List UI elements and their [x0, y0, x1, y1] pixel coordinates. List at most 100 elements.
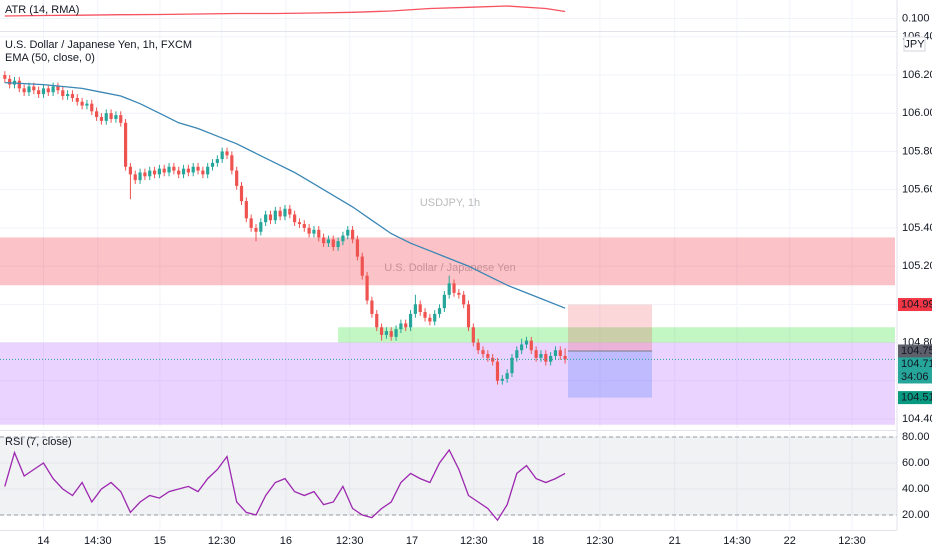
- countdown-bg: [898, 370, 932, 384]
- candle-body: [133, 174, 137, 181]
- candle-body: [56, 86, 60, 91]
- x-tick-label: 17: [406, 535, 418, 547]
- candle-body: [365, 275, 369, 301]
- candle-body: [466, 304, 471, 328]
- candle-body: [553, 350, 558, 356]
- candle-body: [191, 166, 195, 173]
- x-tick-label: 12:30: [336, 535, 364, 547]
- candle-body: [259, 222, 263, 232]
- candle-body: [268, 214, 273, 221]
- candle-body: [264, 214, 268, 223]
- candle-body: [17, 80, 21, 89]
- x-tick-label: 21: [669, 535, 681, 547]
- currency-box: [903, 36, 926, 52]
- y-tick-label: 0.100: [902, 12, 930, 24]
- pane-title: ATR (14, RMA): [5, 4, 79, 16]
- candle-body: [75, 97, 79, 102]
- candle-body: [201, 170, 205, 175]
- candle-body: [322, 237, 326, 244]
- candle-body: [109, 113, 113, 119]
- price-label-bg: [898, 298, 932, 312]
- candle-body: [104, 113, 108, 121]
- candle-body: [524, 340, 529, 345]
- y-tick-label: 105.400: [902, 222, 932, 234]
- watermark-subtitle: U.S. Dollar / Japanese Yen: [384, 262, 515, 274]
- y-tick-label: 80.00: [902, 431, 930, 443]
- candle-body: [558, 350, 562, 356]
- candle-body: [331, 239, 335, 248]
- y-tick-label: 20.00: [902, 509, 930, 521]
- candle-body: [61, 90, 65, 97]
- indicator-line: [4, 5, 566, 17]
- position-stop: [568, 304, 653, 351]
- candle-body: [215, 159, 219, 163]
- countdown: 34:06: [901, 371, 929, 383]
- candle-body: [476, 342, 480, 351]
- price-label-bg: [898, 391, 932, 405]
- candle-body: [162, 168, 166, 173]
- x-tick-label: 12:30: [460, 535, 488, 547]
- price-label-bg: [898, 344, 932, 358]
- candle-body: [563, 355, 567, 360]
- candle-body: [317, 229, 321, 238]
- candle-body: [148, 170, 152, 177]
- candle-body: [510, 357, 514, 374]
- candle-body: [206, 166, 210, 175]
- price-label: 104.999: [901, 298, 932, 310]
- indicator-line: [4, 448, 566, 522]
- candle-body: [80, 101, 84, 106]
- watermark: USDJPY, 1h: [420, 197, 480, 209]
- candle-body: [394, 329, 398, 337]
- candle-body: [138, 172, 142, 181]
- x-tick-label: 15: [154, 535, 166, 547]
- indicator-line: [4, 81, 566, 309]
- candle-body: [307, 227, 311, 234]
- candle-body: [152, 170, 157, 175]
- candle-body: [534, 350, 538, 358]
- candle-body: [278, 210, 282, 217]
- zone: [0, 237, 895, 286]
- x-tick-label: 12:30: [838, 535, 866, 547]
- candle-body: [350, 229, 355, 240]
- candle-body: [413, 304, 417, 314]
- candle-body: [22, 88, 26, 93]
- x-tick-label: 14:30: [723, 535, 751, 547]
- candle-body: [549, 355, 553, 362]
- candle-body: [3, 75, 7, 79]
- candle-body: [437, 308, 442, 314]
- candle-body: [442, 294, 446, 309]
- candle-body: [500, 378, 504, 381]
- price-label: 104.512: [901, 392, 932, 404]
- candle-body: [225, 151, 229, 156]
- candle-body: [51, 86, 55, 93]
- candle-body: [544, 354, 548, 362]
- candle-body: [375, 313, 379, 328]
- candle-body: [181, 168, 186, 175]
- candle-body: [254, 227, 258, 232]
- candle-body: [196, 166, 200, 171]
- price-label-bg: [898, 357, 932, 371]
- y-tick-label: 105.600: [902, 184, 932, 196]
- candle-body: [288, 208, 292, 215]
- candle-body: [539, 354, 543, 358]
- candle-body: [123, 122, 128, 167]
- pane-title: RSI (7, close): [5, 436, 72, 448]
- candle-body: [167, 166, 171, 173]
- candle-body: [408, 313, 413, 328]
- candle-body: [505, 373, 509, 379]
- candle-body: [172, 166, 176, 171]
- y-tick-label: 106.000: [902, 107, 932, 119]
- candle-body: [312, 229, 316, 234]
- candle-body: [220, 151, 224, 160]
- currency: JPY: [904, 38, 925, 50]
- candle-body: [157, 168, 161, 175]
- y-tick-label: 106.200: [902, 69, 932, 81]
- candle-body: [37, 90, 41, 95]
- x-tick-label: 12:30: [208, 535, 236, 547]
- candle-body: [99, 117, 104, 121]
- candle-body: [418, 304, 422, 312]
- candle-body: [399, 323, 403, 330]
- candle-body: [32, 86, 36, 91]
- position-target: [568, 350, 653, 398]
